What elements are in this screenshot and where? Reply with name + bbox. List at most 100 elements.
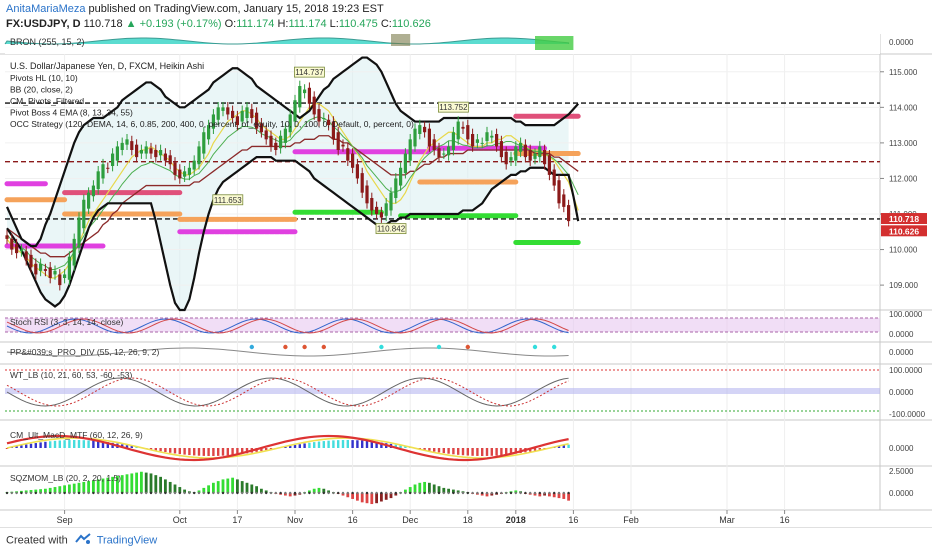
candle-body <box>279 136 282 148</box>
candle-body <box>370 198 373 210</box>
candle-body <box>130 141 133 150</box>
macd-hist-bar <box>491 448 493 456</box>
candle-body <box>149 148 152 153</box>
macd-hist-bar <box>462 448 464 455</box>
macd-hist-bar <box>476 448 478 456</box>
macd-hist-bar <box>39 442 41 448</box>
pro-div-tick: 0.0000 <box>889 348 914 357</box>
candle-body <box>413 129 416 147</box>
x-tick-label: Nov <box>287 515 304 525</box>
macd-hist-bar <box>63 440 65 448</box>
candle-body <box>34 264 37 275</box>
sqz-hist-bar <box>231 478 234 493</box>
candle-body <box>442 154 445 155</box>
x-tick-label: Feb <box>623 515 639 525</box>
macd-hist-bar <box>294 445 296 448</box>
stoch-label: Stoch RSI (3, 3, 14, 14, close) <box>10 317 124 327</box>
sqz-dot <box>49 492 51 494</box>
sqz-hist-bar <box>164 479 167 493</box>
macd-hist-bar <box>452 448 454 454</box>
sqz-hist-bar <box>361 493 364 502</box>
footer: Created with TradingView <box>0 527 932 551</box>
sqz-dot <box>275 492 277 494</box>
sqz-dot <box>467 492 469 494</box>
sqz-dot <box>30 492 32 494</box>
sqz-hist-bar <box>140 472 143 493</box>
tradingview-brand-link[interactable]: TradingView <box>97 534 158 546</box>
candle-body <box>375 207 378 214</box>
sqz-dot <box>390 492 392 494</box>
macd-hist-bar <box>193 448 195 455</box>
candle-body <box>68 257 71 280</box>
sqz-hist-bar <box>241 481 244 493</box>
sqz-dot <box>25 492 27 494</box>
x-tick-label: Oct <box>173 515 188 525</box>
sqz-dot <box>351 492 353 494</box>
y-tick-label: 112.000 <box>889 174 918 183</box>
pro-div-dot <box>302 345 306 349</box>
sqz-dot <box>159 492 161 494</box>
candle-body <box>490 136 493 138</box>
x-tick-label: 2018 <box>506 515 526 525</box>
sqz-dot <box>11 492 13 494</box>
sqz-dot <box>188 492 190 494</box>
sqz-dot <box>107 492 109 494</box>
candle-body <box>154 150 157 157</box>
candle-body <box>44 269 47 271</box>
sqz-dot <box>111 492 113 494</box>
candle-body <box>524 145 527 157</box>
stoch-tick: 100.0000 <box>889 310 923 319</box>
sqz-dot <box>59 492 61 494</box>
sqz-dot <box>222 492 224 494</box>
macd-hist-bar <box>198 448 200 456</box>
sqz-dot <box>495 492 497 494</box>
candle-body <box>245 107 248 118</box>
candle-body <box>183 171 186 176</box>
sqz-dot <box>486 492 488 494</box>
macd-hist-bar <box>337 440 339 448</box>
main-chart-title: U.S. Dollar/Japanese Yen, D, FXCM, Heiki… <box>10 61 204 71</box>
sqz-hist-bar <box>121 475 124 493</box>
candle-body <box>125 139 128 144</box>
sqz-dot <box>347 492 349 494</box>
candle-body <box>5 235 8 239</box>
candle-body <box>193 161 196 170</box>
sqz-dot <box>375 492 377 494</box>
sqz-dot <box>476 492 478 494</box>
sqz-dot <box>126 492 128 494</box>
pro-div-label: PP&#039;s_PRO_DIV (55, 12, 26, 9, 2) <box>10 347 159 357</box>
macd-hist-bar <box>20 445 22 448</box>
sqz-dot <box>121 492 123 494</box>
macd-hist-bar <box>159 448 161 451</box>
sqz-dot <box>409 492 411 494</box>
sqz-dot <box>443 492 445 494</box>
macd-hist-bar <box>495 448 497 456</box>
macd-hist-bar <box>481 448 483 456</box>
sqz-dot <box>39 492 41 494</box>
pivot-annotation-label: 111.653 <box>214 196 242 205</box>
macd-hist-bar <box>92 441 94 448</box>
sqz-hist-bar <box>414 485 417 494</box>
macd-hist-bar <box>73 440 75 448</box>
sqz-hist-bar <box>423 482 426 493</box>
sqz-dot <box>342 492 344 494</box>
candle-body <box>418 125 421 134</box>
candle-body <box>505 152 508 164</box>
pro-div-dot <box>283 345 287 349</box>
macd-hist-bar <box>443 448 445 453</box>
sqz-dot <box>83 492 85 494</box>
sqz-dot <box>558 492 560 494</box>
candle-body <box>543 150 546 164</box>
sqz-dot <box>553 492 555 494</box>
macd-hist-bar <box>35 443 37 448</box>
indicator-label: Pivot Boss 4 EMA (8, 13, 34, 55) <box>10 108 133 118</box>
indicator-label: OCC Strategy (120, DEMA, 14, 6, 0.85, 20… <box>10 119 414 129</box>
sqz-hist-bar <box>73 484 76 493</box>
candle-body <box>298 86 301 107</box>
macd-hist-bar <box>447 448 449 454</box>
sqz-dot <box>289 492 291 494</box>
macd-hist-bar <box>25 445 27 448</box>
sqz-dot <box>419 492 421 494</box>
macd-hist-bar <box>203 448 205 456</box>
